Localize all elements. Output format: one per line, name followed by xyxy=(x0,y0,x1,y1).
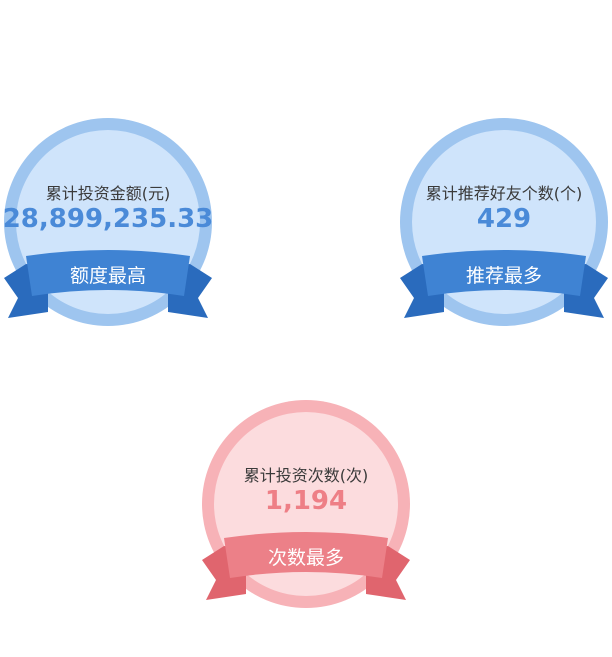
badge-value: 1,194 xyxy=(264,486,348,516)
badge-medal-graphic xyxy=(4,118,212,326)
badge-label: 累计投资次数(次) xyxy=(243,466,369,485)
badge-value: 28,899,235.33 xyxy=(2,204,214,234)
badge-ribbon-text: 推荐最多 xyxy=(465,265,542,287)
badge-ribbon-text: 额度最高 xyxy=(69,265,146,287)
badge-medal-graphic xyxy=(400,118,608,326)
stat-badge-total-investment: 累计投资金额(元) 28,899,235.33 额度最高 xyxy=(2,116,214,328)
badge-label: 累计推荐好友个数(个) xyxy=(425,184,583,203)
badge-medal-graphic xyxy=(202,400,410,608)
badge-ribbon-text: 次数最多 xyxy=(267,547,344,569)
stat-badge-investment-count: 累计投资次数(次) 1,194 次数最多 xyxy=(200,398,412,610)
badge-label: 累计投资金额(元) xyxy=(45,184,171,203)
stat-badge-referrals: 累计推荐好友个数(个) 429 推荐最多 xyxy=(398,116,610,328)
badge-value: 429 xyxy=(476,204,532,234)
